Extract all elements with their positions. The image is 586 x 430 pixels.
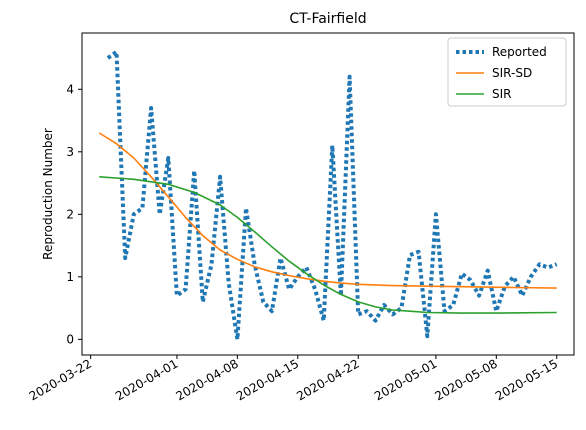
y-axis-label: Reproduction Number <box>41 128 55 260</box>
y-tick-label: 2 <box>66 207 74 221</box>
series-layer <box>98 49 558 342</box>
y-tick-label: 0 <box>66 332 74 346</box>
y-tick-label: 3 <box>66 145 74 159</box>
plot-frame <box>81 32 575 356</box>
legend: Reported SIR-SD SIR <box>447 37 567 107</box>
legend-label: SIR-SD <box>492 66 532 80</box>
series-line-sir-sd <box>98 132 557 289</box>
legend-label: Reported <box>492 45 547 59</box>
series-line-sir <box>99 176 557 314</box>
legend-label: SIR <box>492 87 512 101</box>
y-tick-label: 1 <box>66 270 74 284</box>
y-tick-label: 4 <box>66 82 74 96</box>
chart-title: CT-Fairfield <box>289 11 366 27</box>
legend-box <box>447 37 567 107</box>
